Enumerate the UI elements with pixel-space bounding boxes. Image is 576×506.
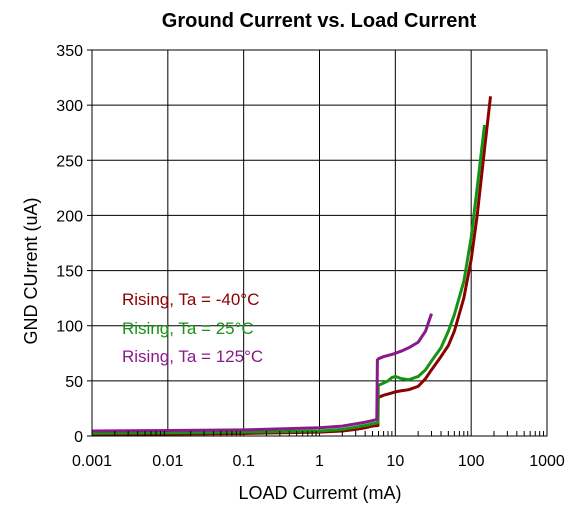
y-tick-label: 300 [56, 98, 83, 115]
x-tick-label: 0.1 [233, 453, 255, 470]
grid-lines [87, 49, 548, 437]
x-axis-label: LOAD Curremt (mA) [238, 483, 401, 503]
x-tick-labels: 0.001 0.01 0.1 1 10 100 1000 [72, 453, 565, 470]
y-tick-labels: 0 50 100 150 200 250 300 350 [56, 43, 83, 446]
x-tick-label: 0.001 [72, 453, 112, 470]
chart-title: Ground Current vs. Load Current [162, 10, 477, 32]
plot-frame [91, 49, 548, 437]
x-tick-label: 10 [386, 453, 404, 470]
legend: Rising, Ta = -40°C Rising, Ta = 25°C Risin… [122, 290, 263, 366]
y-tick-label: 350 [56, 43, 83, 60]
x-tick-label: 0.01 [152, 453, 183, 470]
series-line [91, 313, 433, 433]
series-line [91, 124, 487, 435]
y-tick-label: 0 [74, 429, 83, 446]
x-minor-ticks [114, 431, 545, 436]
legend-entry: Rising, Ta = 25°C [122, 319, 254, 338]
y-tick-label: 150 [56, 264, 83, 281]
x-tick-label: 1000 [529, 453, 565, 470]
y-tick-label: 100 [56, 319, 83, 336]
x-tick-label: 100 [458, 453, 485, 470]
legend-entry: Rising, Ta = 125°C [122, 347, 263, 366]
y-axis-label: GND CUrrent (uA) [21, 197, 41, 344]
y-tick-label: 50 [65, 374, 83, 391]
y-tick-label: 200 [56, 208, 83, 225]
x-tick-label: 1 [315, 453, 324, 470]
series-layer [91, 96, 493, 436]
series-line [91, 96, 493, 436]
legend-entry: Rising, Ta = -40°C [122, 290, 259, 309]
y-tick-label: 250 [56, 153, 83, 170]
